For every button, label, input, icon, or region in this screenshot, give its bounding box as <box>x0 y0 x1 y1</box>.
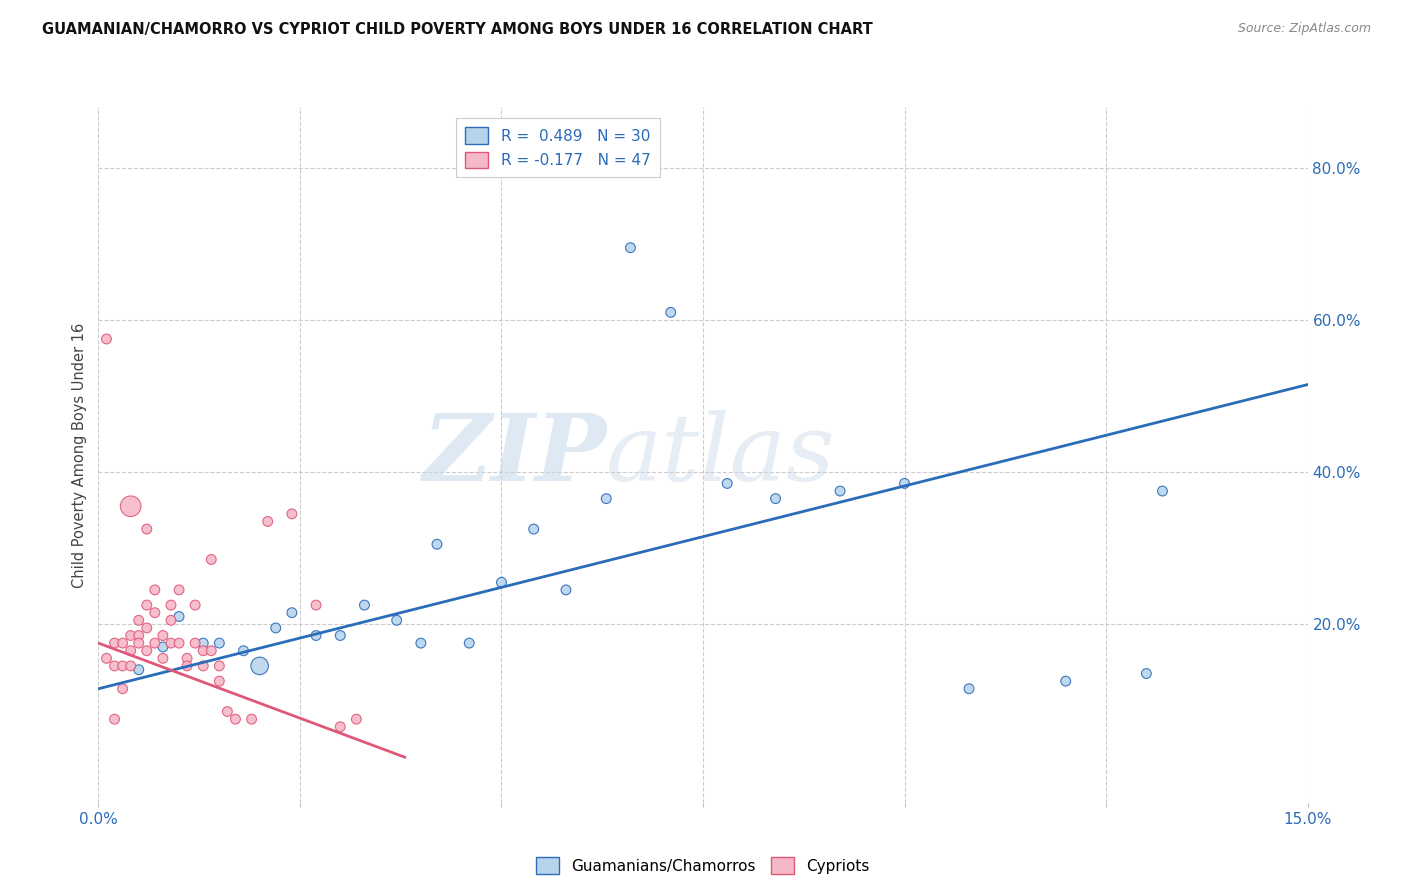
Point <box>329 720 352 734</box>
Point <box>128 663 150 677</box>
Point <box>160 613 183 627</box>
Text: ZIP: ZIP <box>422 410 606 500</box>
Point <box>385 613 408 627</box>
Point <box>224 712 246 726</box>
Point <box>344 712 367 726</box>
Point <box>184 598 207 612</box>
Point <box>659 305 682 319</box>
Point <box>281 606 304 620</box>
Point <box>143 636 166 650</box>
Point <box>103 636 125 650</box>
Point <box>232 644 254 658</box>
Point <box>200 552 222 566</box>
Point <box>120 659 142 673</box>
Point <box>111 636 134 650</box>
Legend: R =  0.489   N = 30, R = -0.177   N = 47: R = 0.489 N = 30, R = -0.177 N = 47 <box>457 118 659 178</box>
Point <box>208 674 231 689</box>
Point <box>193 659 215 673</box>
Point <box>193 644 215 658</box>
Point <box>135 522 157 536</box>
Point <box>555 582 578 597</box>
Point <box>176 659 198 673</box>
Point <box>249 659 271 673</box>
Point <box>1135 666 1157 681</box>
Text: GUAMANIAN/CHAMORRO VS CYPRIOT CHILD POVERTY AMONG BOYS UNDER 16 CORRELATION CHAR: GUAMANIAN/CHAMORRO VS CYPRIOT CHILD POVE… <box>42 22 873 37</box>
Point <box>96 332 118 346</box>
Point <box>240 712 263 726</box>
Point <box>135 598 157 612</box>
Point <box>103 712 125 726</box>
Point <box>128 613 150 627</box>
Point <box>409 636 432 650</box>
Point <box>135 644 157 658</box>
Point <box>111 659 134 673</box>
Point <box>305 598 328 612</box>
Point <box>765 491 787 506</box>
Point <box>893 476 915 491</box>
Point <box>595 491 617 506</box>
Point <box>120 628 142 642</box>
Point <box>152 628 174 642</box>
Legend: Guamanians/Chamorros, Cypriots: Guamanians/Chamorros, Cypriots <box>530 851 876 880</box>
Point <box>716 476 738 491</box>
Point <box>619 241 641 255</box>
Point <box>264 621 287 635</box>
Point <box>103 659 125 673</box>
Point <box>184 636 207 650</box>
Point <box>200 644 222 658</box>
Point <box>128 628 150 642</box>
Point <box>329 628 352 642</box>
Point <box>208 636 231 650</box>
Point <box>353 598 375 612</box>
Point <box>491 575 513 590</box>
Point <box>1152 483 1174 498</box>
Point <box>143 582 166 597</box>
Point <box>957 681 980 696</box>
Text: atlas: atlas <box>606 410 835 500</box>
Point <box>176 651 198 665</box>
Point <box>828 483 851 498</box>
Point <box>426 537 449 551</box>
Point <box>120 644 142 658</box>
Point <box>143 606 166 620</box>
Point <box>160 636 183 650</box>
Point <box>208 659 231 673</box>
Point <box>167 582 190 597</box>
Point <box>1054 674 1077 689</box>
Point <box>217 705 239 719</box>
Point <box>167 636 190 650</box>
Point <box>256 515 278 529</box>
Point <box>120 500 142 514</box>
Point <box>193 636 215 650</box>
Point <box>152 640 174 654</box>
Point <box>305 628 328 642</box>
Point <box>128 636 150 650</box>
Y-axis label: Child Poverty Among Boys Under 16: Child Poverty Among Boys Under 16 <box>72 322 87 588</box>
Point <box>523 522 546 536</box>
Point <box>96 651 118 665</box>
Point <box>160 598 183 612</box>
Text: Source: ZipAtlas.com: Source: ZipAtlas.com <box>1237 22 1371 36</box>
Point <box>152 651 174 665</box>
Point <box>111 681 134 696</box>
Point <box>458 636 481 650</box>
Point <box>167 609 190 624</box>
Point <box>281 507 304 521</box>
Point <box>135 621 157 635</box>
